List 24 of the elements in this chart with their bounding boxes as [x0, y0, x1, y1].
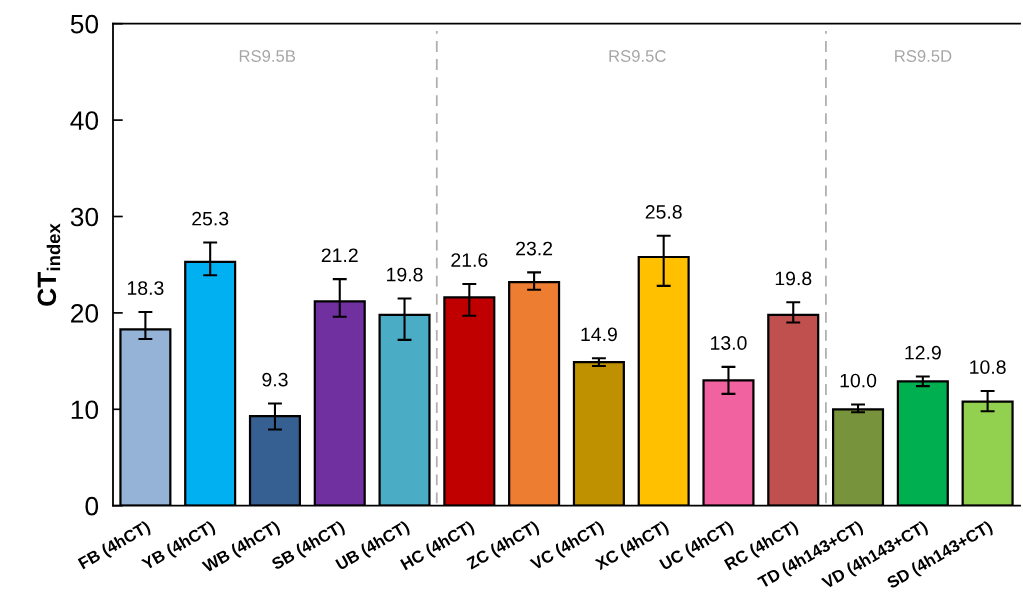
data-label: 9.3	[262, 372, 288, 387]
data-label: 25.3	[192, 211, 229, 226]
annotation: RS9.5D	[895, 50, 952, 62]
data-label: 18.3	[127, 281, 164, 295]
data-label: 10.8	[970, 360, 1006, 374]
annotation: RS9.5C	[609, 50, 666, 62]
y-axis-title: CT$_{index}$	[37, 223, 61, 306]
data-label: 12.9	[905, 345, 941, 360]
y-tick-label: 20	[71, 304, 99, 323]
data-label: 19.8	[775, 271, 812, 286]
data-label: 10.0	[840, 373, 877, 388]
y-tick-label: 50	[70, 14, 99, 34]
data-label: 21.6	[451, 253, 488, 267]
y-tick-label: 10	[71, 400, 99, 420]
data-label: 25.8	[645, 205, 682, 219]
data-label: 13.0	[711, 336, 747, 350]
annotation: RS9.5B	[239, 50, 296, 62]
data-label: 14.9	[581, 327, 617, 342]
y-tick-label: 40	[70, 111, 99, 130]
data-label: 21.2	[321, 248, 358, 262]
y-tick-label: 30	[70, 207, 99, 227]
data-label: 19.8	[387, 267, 423, 282]
data-label: 23.2	[516, 241, 553, 256]
y-tick-label: 0	[85, 496, 99, 516]
